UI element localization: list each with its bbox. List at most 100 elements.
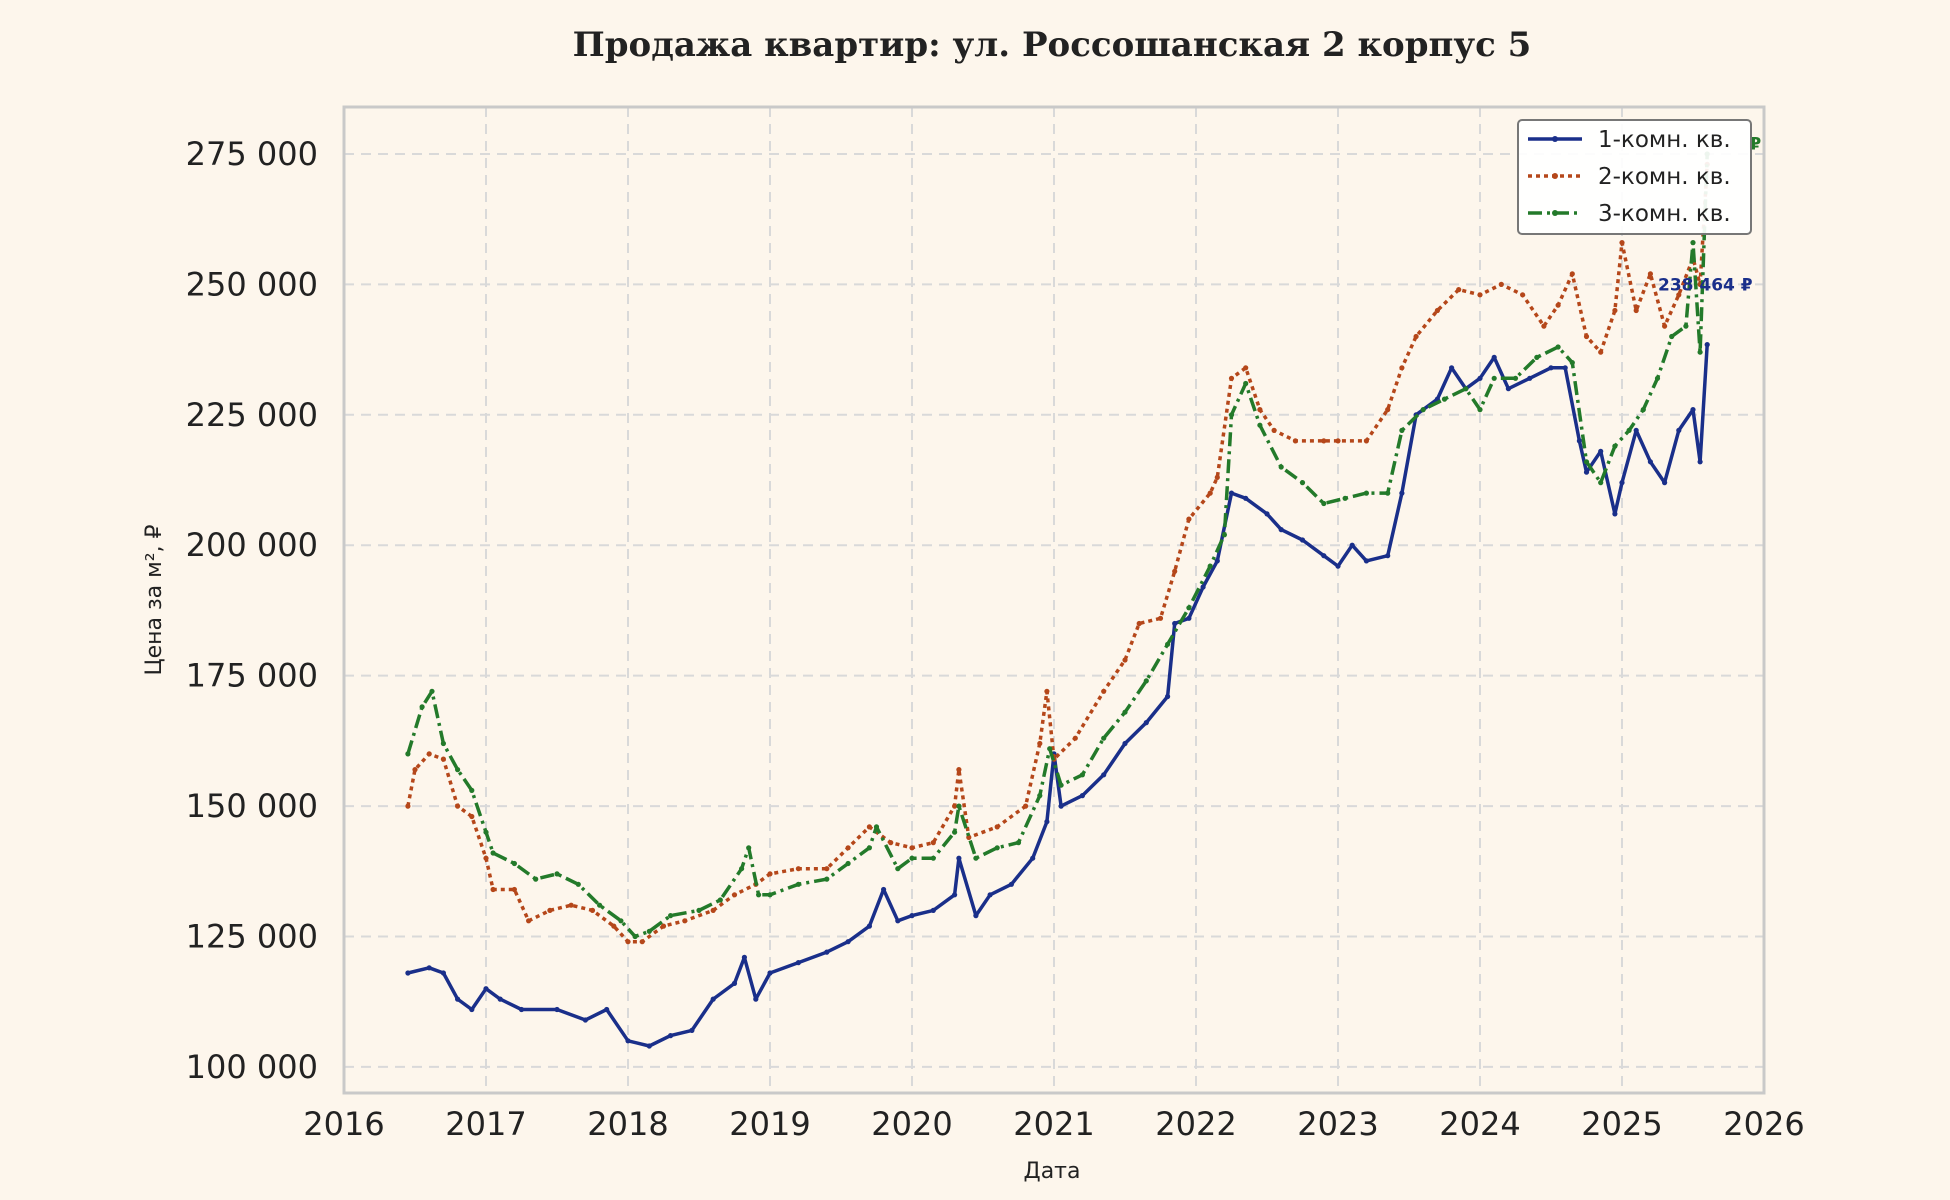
series-point xyxy=(597,902,603,908)
series-point xyxy=(1172,620,1178,627)
series-point xyxy=(1626,427,1632,433)
x-axis-label: Дата xyxy=(1024,1159,1081,1184)
series-point xyxy=(1165,693,1171,700)
series-point xyxy=(1058,803,1064,809)
series-point xyxy=(1030,855,1036,861)
legend-item: 2-комн. кв. xyxy=(1528,164,1731,190)
series-point xyxy=(518,1006,525,1013)
x-tick-label: 2018 xyxy=(587,1105,668,1143)
series-point xyxy=(753,996,759,1002)
series-point xyxy=(973,913,979,919)
series-point xyxy=(660,923,667,929)
series-point xyxy=(1619,480,1625,486)
series-point xyxy=(483,986,489,992)
series-point xyxy=(1413,333,1419,340)
series-point xyxy=(604,1006,610,1013)
y-tick-label: 150 000 xyxy=(186,787,318,825)
series-point xyxy=(1271,427,1277,433)
series-point xyxy=(1662,480,1668,486)
series-point xyxy=(956,803,962,809)
series-point xyxy=(1264,511,1270,517)
series-point xyxy=(1214,558,1220,564)
series-point xyxy=(568,902,574,908)
series-point xyxy=(455,767,461,773)
series-2 xyxy=(405,161,1710,945)
series-point xyxy=(824,866,830,872)
series-point xyxy=(1477,407,1483,413)
series-point xyxy=(1555,344,1561,350)
value-annotation: ₽ xyxy=(1749,135,1761,155)
series-point xyxy=(795,881,802,887)
series-point xyxy=(533,876,539,882)
series-point xyxy=(866,824,873,830)
series-point xyxy=(1491,375,1497,381)
series-point xyxy=(994,845,1000,851)
series-point xyxy=(426,751,432,757)
series-point xyxy=(909,845,915,851)
series-point xyxy=(1243,380,1249,387)
series-layer xyxy=(405,151,1710,1049)
series-point xyxy=(1399,490,1405,496)
series-point xyxy=(1101,772,1107,778)
series-point xyxy=(1079,772,1085,778)
series-point xyxy=(1122,709,1128,715)
series-point xyxy=(1654,375,1661,381)
series-line xyxy=(406,164,1709,944)
series-point xyxy=(1321,500,1327,507)
x-tick-label: 2019 xyxy=(729,1105,810,1143)
series-point xyxy=(1321,438,1327,444)
series-point xyxy=(717,897,723,903)
series-point xyxy=(1399,365,1405,371)
series-point xyxy=(930,840,936,846)
series-point xyxy=(405,751,411,757)
series-point xyxy=(952,829,958,835)
series-point xyxy=(1363,558,1369,564)
series-point xyxy=(405,803,411,809)
series-point xyxy=(1456,287,1462,293)
series-point xyxy=(767,970,773,976)
series-point xyxy=(1165,641,1171,647)
series-point xyxy=(1690,407,1696,413)
x-tick-label: 2024 xyxy=(1439,1105,1520,1143)
series-point xyxy=(668,1033,674,1039)
y-tick-label: 100 000 xyxy=(186,1048,318,1086)
series-point xyxy=(845,845,851,851)
series-point xyxy=(1676,292,1682,298)
series-point xyxy=(895,918,901,924)
series-point xyxy=(1349,542,1355,548)
series-point xyxy=(1335,438,1341,444)
legend-item: 3-комн. кв. xyxy=(1528,201,1731,227)
series-point xyxy=(881,886,887,893)
series-point xyxy=(1569,271,1575,277)
series-point xyxy=(1157,615,1164,621)
y-tick-label: 225 000 xyxy=(186,396,318,434)
series-point xyxy=(426,965,432,971)
series-point xyxy=(930,907,936,914)
series-point xyxy=(795,866,802,872)
series-point xyxy=(455,803,461,809)
series-point xyxy=(888,840,894,846)
series-point xyxy=(710,907,716,914)
x-tick-label: 2020 xyxy=(871,1105,952,1143)
series-point xyxy=(625,1038,631,1044)
series-point xyxy=(696,907,702,914)
series-point xyxy=(582,1017,589,1023)
series-point xyxy=(554,1006,560,1013)
plot-frame xyxy=(342,105,1766,1095)
series-point xyxy=(1399,427,1405,433)
series-point xyxy=(618,918,624,924)
series-point xyxy=(1548,365,1554,371)
series-point xyxy=(767,892,773,898)
series-point xyxy=(1385,553,1391,559)
series-point xyxy=(1200,584,1206,590)
series-point xyxy=(1441,396,1448,402)
series-point xyxy=(845,939,851,945)
series-point xyxy=(1612,443,1618,449)
series-point xyxy=(795,960,802,966)
grid xyxy=(344,107,1764,1093)
series-point xyxy=(956,855,962,861)
x-tick-label: 2016 xyxy=(303,1105,384,1143)
series-point xyxy=(1243,495,1249,501)
series-point xyxy=(1683,323,1689,329)
series-point xyxy=(1704,342,1710,348)
